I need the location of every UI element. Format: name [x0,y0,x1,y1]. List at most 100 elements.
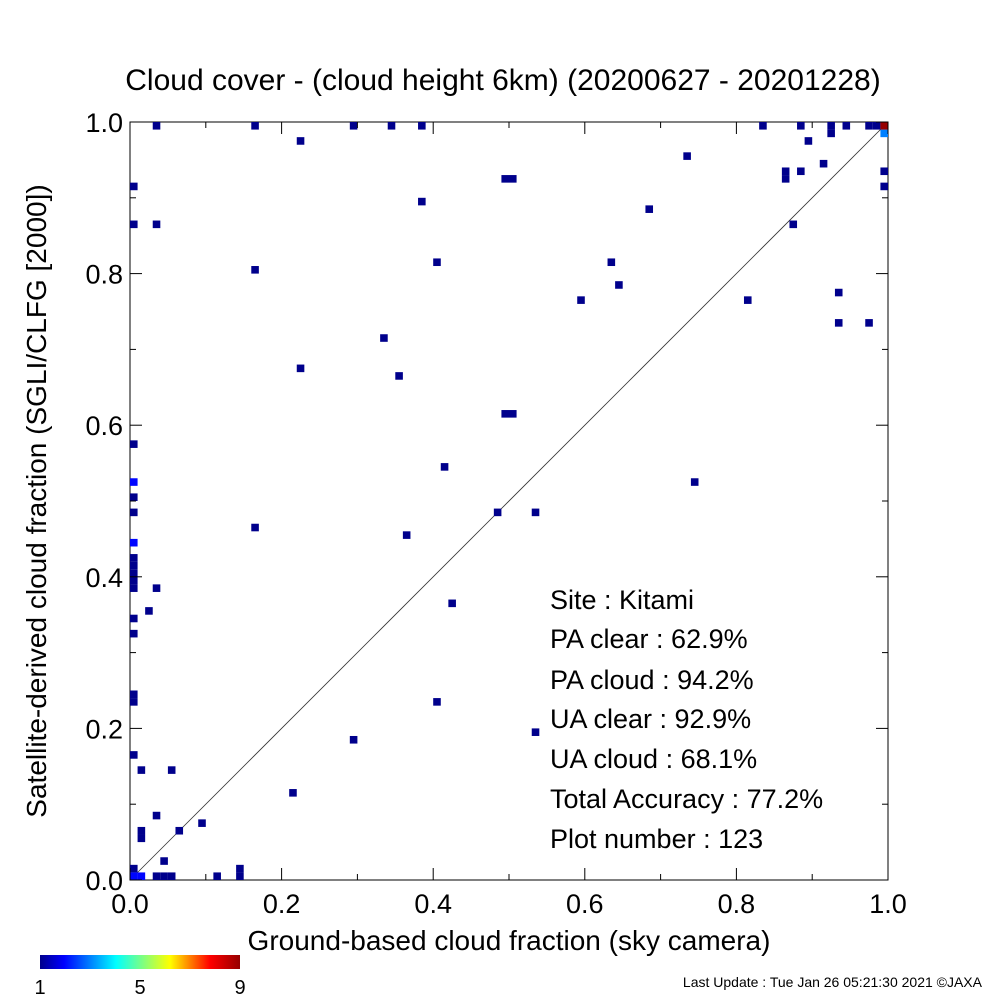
data-point [130,561,138,570]
data-point [213,872,221,880]
data-point [236,864,244,873]
colorbar-tick-label: 9 [234,977,245,999]
data-point [819,159,828,168]
x-axis-label: Ground-based cloud fraction (sky camera) [248,925,771,956]
data-point [880,167,888,176]
data-point [880,122,888,130]
stat-total-accuracy: Total Accuracy : 77.2% [550,784,823,814]
data-point [440,463,449,471]
data-point [130,864,138,873]
data-point [160,857,168,865]
data-point [130,614,138,623]
data-point [842,122,851,130]
data-point [251,523,259,532]
data-point [167,766,176,774]
data-point [130,751,138,759]
data-point [289,789,297,797]
stat-ua-cloud: UA cloud : 68.1% [550,744,757,774]
y-tick-label: 0.2 [85,714,123,744]
data-point [759,122,767,130]
stat-plot-number: Plot number : 123 [550,824,763,854]
data-point [152,811,161,820]
x-tick-label: 0.0 [111,889,149,919]
data-point [834,288,843,297]
data-point [531,728,540,736]
colorbar-tick-label: 1 [34,977,45,999]
data-point [509,175,517,183]
data-point [160,872,168,880]
data-point [872,122,881,130]
data-point [137,826,146,835]
stats-block: Site : Kitami PA clear : 62.9% PA cloud … [550,585,823,854]
y-tick-label: 0.6 [85,411,123,441]
x-axis-ticks: 0.0 0.2 0.4 0.6 0.8 1.0 [111,122,907,919]
data-point [827,122,835,130]
data-point [448,599,456,608]
data-point [349,735,358,744]
data-point [865,122,873,130]
data-point [509,410,517,418]
y-tick-label: 0.0 [85,866,123,896]
data-point [827,129,835,138]
data-point [880,129,888,138]
data-point [645,205,654,213]
data-point [175,826,184,835]
data-point [683,152,691,160]
data-point [781,167,790,176]
data-point [236,872,244,880]
data-point [493,508,502,517]
data-point [130,440,138,448]
data-point [130,584,138,592]
data-point [501,175,509,183]
data-point [501,410,509,418]
data-point [130,872,138,880]
data-point [130,182,138,191]
colorbar-ticks: 1 5 9 [34,977,245,999]
data-point [531,508,540,517]
x-tick-label: 1.0 [869,889,907,919]
x-tick-label: 0.4 [414,889,452,919]
data-point [615,281,623,289]
data-point [387,122,396,130]
data-point [433,698,441,706]
data-point [152,220,161,229]
data-point [797,167,805,176]
data-point [402,531,411,539]
data-point [130,698,138,706]
data-point [198,819,206,827]
data-point [607,258,616,267]
data-point [130,554,138,562]
data-point [130,569,138,577]
data-point [130,576,138,585]
data-point [433,258,441,267]
y-tick-label: 0.8 [85,260,123,290]
data-point [834,319,843,327]
y-axis-label: Satellite-derived cloud fraction (SGLI/C… [21,184,52,817]
data-point [130,493,138,501]
data-point [145,607,153,615]
data-point [130,478,138,486]
data-point [130,220,138,229]
data-point [418,197,426,206]
data-point [743,296,752,304]
stat-pa-clear: PA clear : 62.9% [550,624,748,654]
data-point [804,137,813,145]
data-point [167,872,176,880]
stat-site: Site : Kitami [550,585,694,615]
data-point [781,175,790,183]
data-point [130,538,138,547]
data-point [296,364,305,373]
colorbar [40,955,240,969]
stat-ua-clear: UA clear : 92.9% [550,704,751,734]
data-point [880,182,888,191]
data-point [152,122,161,130]
data-point [137,872,146,880]
data-point [690,478,699,486]
y-axis-ticks: 0.0 0.2 0.4 0.6 0.8 1.0 [85,108,888,896]
colorbar-tick-label: 5 [134,977,145,999]
last-update-footer: Last Update : Tue Jan 26 05:21:30 2021 ©… [683,974,983,990]
x-tick-label: 0.2 [263,889,301,919]
y-tick-label: 1.0 [85,108,123,138]
data-point [349,122,358,130]
